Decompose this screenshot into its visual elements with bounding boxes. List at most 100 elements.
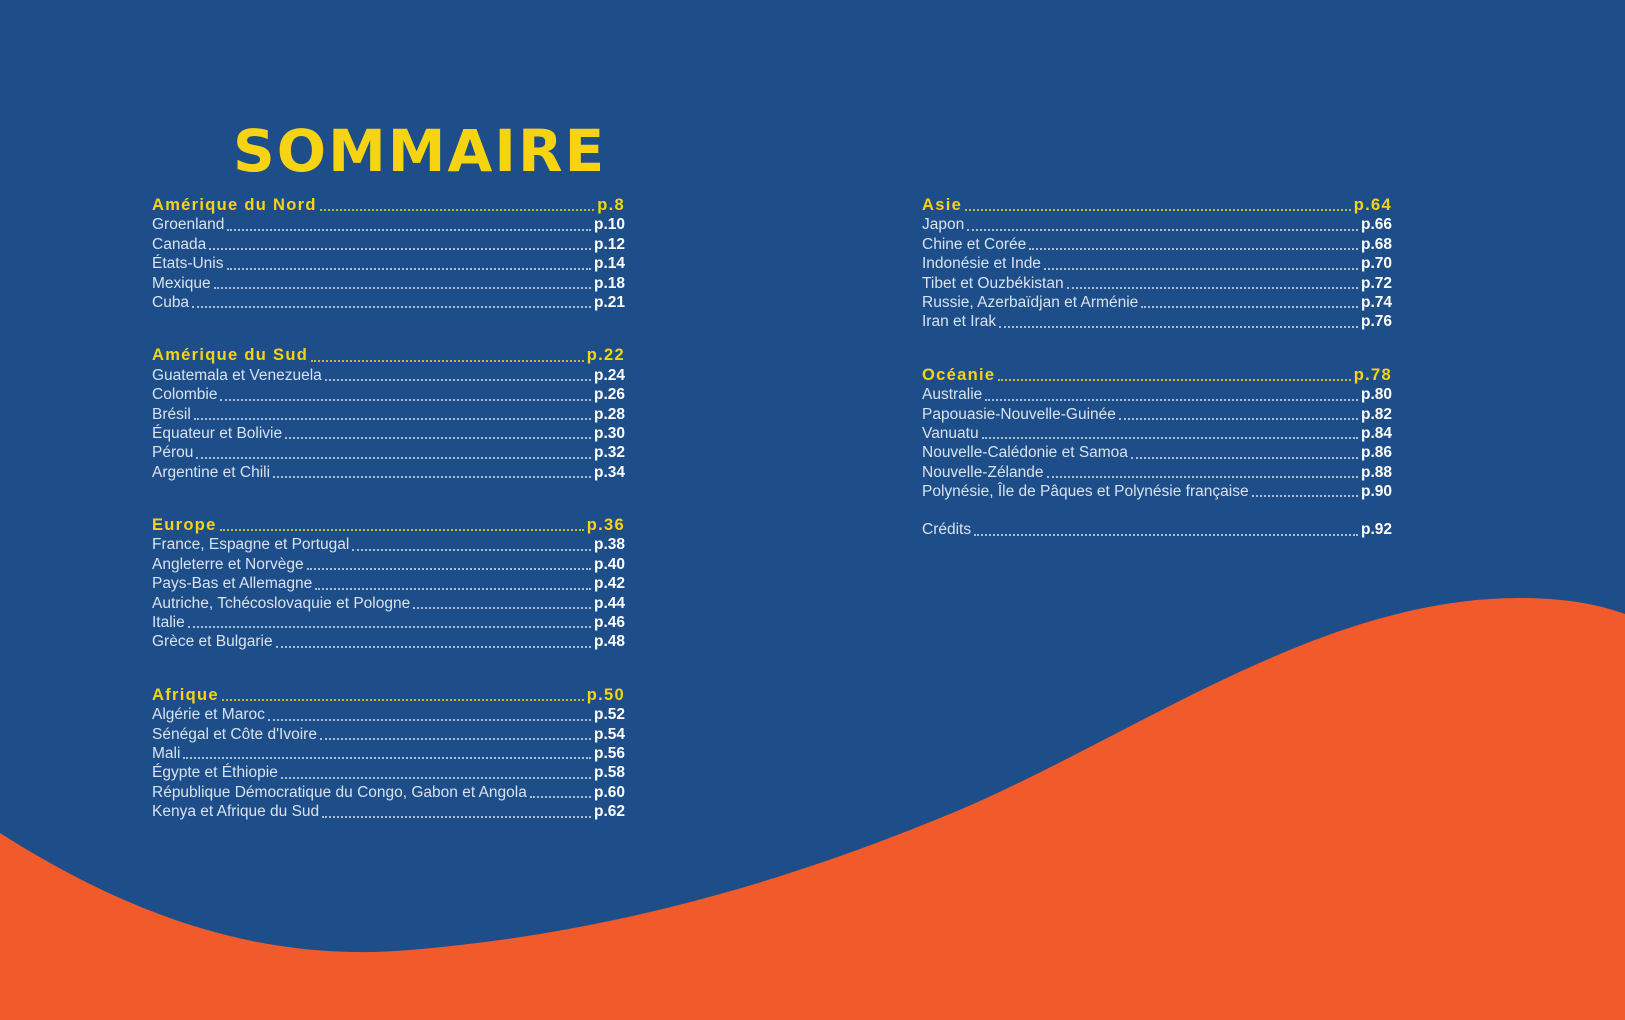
page-number: p.70 xyxy=(1360,255,1392,273)
toc-row-item: Italie p.46 xyxy=(152,613,625,632)
page-number: p.78 xyxy=(1353,365,1392,384)
page-number: p.34 xyxy=(593,463,625,481)
toc-item-label: Sénégal et Côte d'Ivoire xyxy=(152,725,317,743)
toc-item-label: Cuba xyxy=(152,293,190,311)
toc-item-label: Australie xyxy=(922,386,983,404)
dotted-leader xyxy=(196,456,591,459)
page-number: p.38 xyxy=(593,536,625,554)
page-number: p.24 xyxy=(593,366,625,384)
page-number: p.10 xyxy=(593,216,625,234)
toc-row-item: Iran et Irak p.76 xyxy=(922,312,1392,331)
dotted-leader xyxy=(227,228,591,231)
page-number: p.54 xyxy=(593,725,625,743)
dotted-leader xyxy=(1251,495,1358,498)
toc-row-item: France, Espagne et Portugal p.38 xyxy=(152,535,625,554)
toc-row-item: Kenya et Afrique du Sud p.62 xyxy=(152,802,625,821)
page-number: p.76 xyxy=(1360,313,1392,331)
dotted-leader xyxy=(315,587,591,590)
dotted-leader xyxy=(999,325,1358,328)
toc-row-heading: Europe p.36 xyxy=(152,516,625,535)
toc-row-item: Groenland p.10 xyxy=(152,215,625,234)
toc-row-item: Brésil p.28 xyxy=(152,405,625,424)
toc-row-item: Polynésie, Île de Pâques et Polynésie fr… xyxy=(922,482,1392,501)
page-number: p.68 xyxy=(1360,235,1392,253)
dotted-leader xyxy=(1029,248,1358,251)
toc-row-item: Argentine et Chili p.34 xyxy=(152,463,625,482)
dotted-leader xyxy=(221,699,584,702)
toc-item-label: Italie xyxy=(152,614,185,632)
toc-row-item: Australie p.80 xyxy=(922,385,1392,404)
toc-left-column: Amérique du Nord p.8 Groenland p.10 Canada p.… xyxy=(152,196,625,822)
dotted-leader xyxy=(220,398,591,401)
page-number: p.74 xyxy=(1360,293,1392,311)
toc-row-heading: Amérique du Sud p.22 xyxy=(152,346,625,365)
toc-section: Amérique du Sud p.22 Guatemala et Venezuel… xyxy=(152,346,625,482)
toc-row-item: Grèce et Bulgarie p.48 xyxy=(152,632,625,651)
toc-row-item: Nouvelle-Zélande p.88 xyxy=(922,463,1392,482)
dotted-leader xyxy=(965,209,1351,212)
toc-item-label: Japon xyxy=(922,216,965,234)
toc-row-item: Mali p.56 xyxy=(152,744,625,763)
toc-item-label: Tibet et Ouzbékistan xyxy=(922,274,1064,292)
dotted-leader xyxy=(226,267,591,270)
toc-item-label: Autriche, Tchécoslovaquie et Pologne xyxy=(152,594,411,612)
page-number: p.12 xyxy=(593,235,625,253)
page-number: p.26 xyxy=(593,386,625,404)
page-number: p.62 xyxy=(593,803,625,821)
toc-right-column: Asie p.64 Japon p.66 Chine et Corée p.68 Indon… xyxy=(922,196,1392,540)
toc-item-label: Crédits xyxy=(922,521,972,539)
dotted-leader xyxy=(985,398,1358,401)
page-number: p.88 xyxy=(1360,463,1392,481)
dotted-leader xyxy=(981,437,1358,440)
toc-item-label: Pays-Bas et Allemagne xyxy=(152,575,313,593)
page-title: SOMMAIRE xyxy=(233,116,607,185)
section-title: Europe xyxy=(152,516,217,535)
toc-row-item: Pays-Bas et Allemagne p.42 xyxy=(152,574,625,593)
toc-item-label: Algérie et Maroc xyxy=(152,706,265,724)
dotted-leader xyxy=(1118,417,1358,420)
toc-item-label: Égypte et Éthiopie xyxy=(152,764,278,782)
page-number: p.82 xyxy=(1360,405,1392,423)
page-number: p.44 xyxy=(593,594,625,612)
toc-row-item: Pérou p.32 xyxy=(152,443,625,462)
dotted-leader xyxy=(285,437,591,440)
page-number: p.84 xyxy=(1360,424,1392,442)
page-number: p.40 xyxy=(593,555,625,573)
toc-row-item: Tibet et Ouzbékistan p.72 xyxy=(922,274,1392,293)
section-title: Amérique du Nord xyxy=(152,196,317,214)
toc-item-label: Nouvelle-Calédonie et Samoa xyxy=(922,444,1128,462)
toc-row-item: Mexique p.18 xyxy=(152,274,625,293)
toc-row-item: Japon p.66 xyxy=(922,215,1392,234)
toc-item-label: Vanuatu xyxy=(922,424,979,442)
dotted-leader xyxy=(193,417,591,420)
toc-item-label: Nouvelle-Zélande xyxy=(922,463,1044,481)
toc-row-heading: Afrique p.50 xyxy=(152,686,625,705)
dotted-leader xyxy=(1066,286,1358,289)
dotted-leader xyxy=(280,776,591,779)
toc-row-heading: Amérique du Nord p.8 xyxy=(152,196,625,215)
toc-row-item: Angleterre et Norvège p.40 xyxy=(152,555,625,574)
dotted-leader xyxy=(275,645,591,648)
page-number: p.86 xyxy=(1360,444,1392,462)
page-number: p.48 xyxy=(593,633,625,651)
page-number: p.36 xyxy=(586,516,625,535)
dotted-leader xyxy=(209,248,591,251)
toc-item-label: Mexique xyxy=(152,274,211,292)
toc-row-item: Sénégal et Côte d'Ivoire p.54 xyxy=(152,725,625,744)
toc-item-label: Russie, Azerbaïdjan et Arménie xyxy=(922,293,1139,311)
page-number: p.52 xyxy=(593,706,625,724)
toc-item-label: Chine et Corée xyxy=(922,235,1027,253)
toc-item-label: France, Espagne et Portugal xyxy=(152,536,350,554)
section-title: Amérique du Sud xyxy=(152,346,309,365)
dotted-leader xyxy=(213,286,591,289)
toc-item-label: Kenya et Afrique du Sud xyxy=(152,803,320,821)
toc-row-item: États-Unis p.14 xyxy=(152,254,625,273)
toc-row-heading: Asie p.64 xyxy=(922,196,1392,215)
dotted-leader xyxy=(306,568,591,571)
section-title: Asie xyxy=(922,196,963,214)
dotted-leader xyxy=(529,796,591,799)
dotted-leader xyxy=(413,607,591,610)
page-number: p.18 xyxy=(593,274,625,292)
page-number: p.64 xyxy=(1353,196,1392,214)
toc-row-item: Papouasie-Nouvelle-Guinée p.82 xyxy=(922,405,1392,424)
